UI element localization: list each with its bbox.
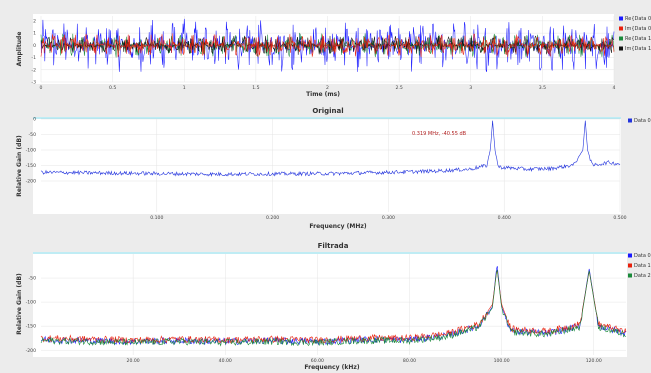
legend-item[interactable]: Data 0	[634, 118, 651, 124]
legend-swatch	[628, 273, 632, 278]
y-tick-label: -1	[31, 55, 36, 61]
chart-title: Filtrada	[318, 242, 349, 250]
x-tick-label: 0.300	[382, 215, 395, 221]
x-tick-label: 2.5	[395, 85, 402, 91]
y-tick-label: 2	[33, 18, 36, 24]
y-axis-label: Amplitude	[16, 32, 23, 67]
x-tick-label: 0	[40, 85, 43, 91]
legend-item[interactable]: Data 0	[634, 253, 651, 259]
y-tick-label: -100	[26, 148, 37, 154]
y-axis-label: Relative Gain (dB)	[16, 273, 23, 335]
legend-swatch	[619, 26, 623, 31]
series-line-Data 2	[40, 269, 627, 347]
legend-item[interactable]: Im{Data 1}	[625, 46, 651, 52]
y-tick-label: -150	[26, 324, 37, 330]
x-tick-label: 20.00	[127, 358, 140, 364]
legend-swatch	[619, 46, 623, 51]
y-tick-label: -150	[26, 163, 37, 169]
x-tick-label: 1	[183, 85, 186, 91]
filtered-spectrum-chart[interactable]: Filtrada 20.00 40.00 60.00 80.00 100.00 120.0…	[0, 238, 651, 373]
x-tick-label: 0.200	[266, 215, 279, 221]
legend-swatch	[628, 253, 632, 258]
series-line-Re{Data 1}	[40, 32, 615, 58]
x-tick-label: 3	[469, 85, 472, 91]
time-domain-panel: 0 0.5 1 1.5 2 2.5 3 3.5 4 2 1 0 -1 -2 -3 Time (ms) Am…	[0, 0, 651, 105]
x-tick-label: 0.5	[109, 85, 116, 91]
y-tick-label: -2	[31, 67, 36, 73]
time-domain-chart[interactable]: 0 0.5 1 1.5 2 2.5 3 3.5 4 2 1 0 -1 -2 -3 Time (ms) Am…	[0, 0, 651, 105]
series-line-Im{Data 1}	[40, 35, 615, 55]
original-spectrum-panel: Original 0.100 0.200 0.300 0.400 0.500 0 -50 -…	[0, 104, 651, 234]
legend-item[interactable]: Data 1	[634, 263, 651, 269]
y-tick-label: -50	[28, 132, 36, 138]
x-tick-label: 4	[613, 85, 616, 91]
x-axis-label: Frequency (MHz)	[309, 223, 366, 230]
x-tick-label: 80.00	[403, 358, 416, 364]
x-axis-label: Frequency (kHz)	[304, 364, 359, 371]
legend-swatch	[628, 118, 632, 123]
y-tick-label: -200	[26, 348, 37, 354]
x-tick-label: 40.00	[219, 358, 232, 364]
x-tick-label: 1.5	[252, 85, 259, 91]
legend-item[interactable]: Im{Data 0}	[625, 26, 651, 32]
x-tick-label: 0.100	[150, 215, 163, 221]
original-spectrum-chart[interactable]: Original 0.100 0.200 0.300 0.400 0.500 0 -50 -…	[0, 104, 651, 234]
y-tick-label: 1	[33, 31, 36, 37]
legend-swatch	[619, 16, 623, 21]
y-axis-label: Relative Gain (dB)	[16, 135, 23, 197]
chart-title: Original	[312, 107, 343, 115]
legend-swatch	[619, 36, 623, 41]
series-line-Data 0	[40, 120, 621, 177]
x-tick-label: 120.00	[586, 358, 602, 364]
y-tick-label: 0	[33, 43, 36, 49]
x-tick-label: 60.00	[311, 358, 324, 364]
x-tick-label: 100.00	[494, 358, 510, 364]
x-tick-label: 0.500	[613, 215, 626, 221]
y-tick-label: -3	[31, 80, 36, 86]
y-tick-label: -100	[26, 300, 37, 306]
x-tick-label: 2	[326, 85, 329, 91]
x-axis-label: Time (ms)	[306, 91, 340, 98]
legend-item[interactable]: Re{Data 0}	[625, 16, 651, 22]
x-tick-label: 0.400	[498, 215, 511, 221]
legend-item[interactable]: Re{Data 1}	[625, 36, 651, 42]
legend-swatch	[628, 263, 632, 268]
y-tick-label: -50	[28, 276, 36, 282]
series-line-Im{Data 0}	[40, 33, 615, 58]
legend-item[interactable]: Data 2	[634, 273, 651, 279]
marker-annotation: 0.319 MHz, -40.55 dB	[412, 131, 467, 137]
y-tick-label: 0	[33, 117, 36, 123]
y-tick-label: -200	[26, 179, 37, 185]
filtered-spectrum-panel: Filtrada 20.00 40.00 60.00 80.00 100.00 120.0…	[0, 238, 651, 373]
x-tick-label: 3.5	[539, 85, 546, 91]
